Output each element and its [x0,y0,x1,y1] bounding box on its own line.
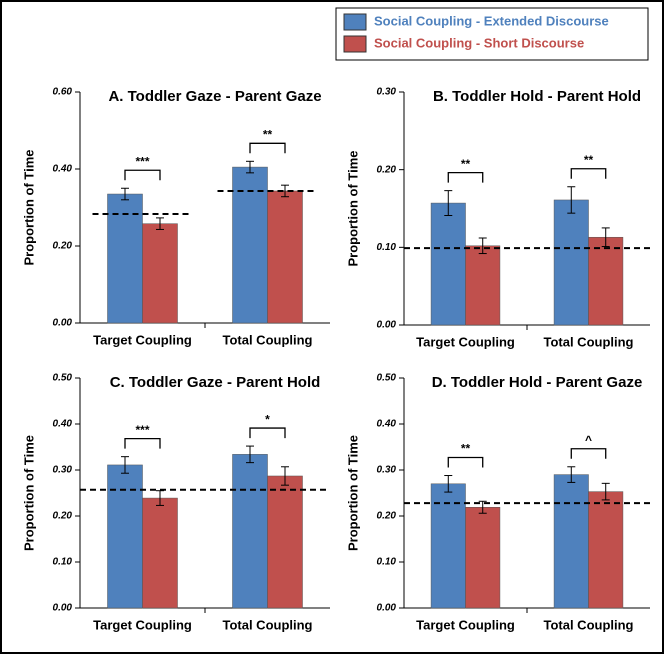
error-bar [246,160,254,174]
y-tick-label: 0.50 [377,373,397,384]
x-tick-label: Total Coupling [222,332,312,347]
chart-title: A. Toddler Gaze - Parent Gaze [108,88,321,105]
bar [232,166,268,324]
y-axis-label: Proportion of Time [21,435,36,551]
bar [142,223,178,324]
significance-label: ** [461,442,471,456]
significance-label: ^ [585,433,592,447]
y-axis-label: Proportion of Time [345,435,360,551]
significance-bracket [249,427,286,439]
y-tick-label: 0.10 [377,557,397,568]
significance-bracket [447,456,484,468]
y-tick-label: 0.00 [53,603,73,614]
y-axis-label: Proportion of Time [21,149,36,265]
significance-bracket [249,142,286,154]
bar [465,245,501,326]
significance-bracket [570,168,607,179]
y-tick-label: 0.20 [377,511,397,522]
significance-bracket [124,169,161,181]
significance-bracket [124,438,161,449]
significance-label: ** [461,157,471,171]
x-tick-label: Total Coupling [222,617,312,632]
bar [232,454,268,609]
error-bar [567,186,576,214]
legend-label: Social Coupling - Short Discourse [374,35,584,50]
error-bar [444,190,453,216]
error-bar [246,445,254,464]
chart-title: C. Toddler Gaze - Parent Hold [110,374,321,391]
y-tick-label: 0.00 [377,320,397,331]
y-tick-label: 0.10 [53,557,73,568]
x-tick-label: Target Coupling [93,617,192,632]
y-tick-label: 0.00 [377,603,397,614]
error-bar [601,227,610,248]
y-tick-label: 0.60 [53,87,73,98]
bar [107,464,143,609]
x-tick-label: Total Coupling [543,617,633,632]
y-tick-label: 0.40 [377,419,397,430]
error-bar [281,466,289,486]
x-tick-label: Total Coupling [543,334,633,349]
bar [465,507,501,609]
bar [553,474,589,609]
legend-swatch [343,13,367,31]
error-bar [121,187,129,201]
error-bar [478,237,487,255]
legend-label: Social Coupling - Extended Discourse [374,13,609,28]
significance-label: ** [263,127,273,141]
y-tick-label: 0.50 [53,373,73,384]
error-bar [478,500,487,514]
significance-label: *** [135,154,149,168]
y-tick-label: 0.10 [377,242,397,253]
bar [430,202,466,326]
legend-box [335,7,649,61]
error-bar [567,466,576,483]
y-axis-label: Proportion of Time [345,150,360,266]
error-bar [121,456,129,474]
y-tick-label: 0.30 [377,87,397,98]
significance-label: ** [584,153,594,167]
chart-title: D. Toddler Hold - Parent Gaze [432,374,643,391]
significance-bracket [570,448,607,459]
chart-title: B. Toddler Hold - Parent Hold [433,88,641,105]
significance-label: * [265,412,270,426]
bar [142,497,178,609]
y-tick-label: 0.30 [377,465,397,476]
y-tick-label: 0.20 [53,241,73,252]
y-tick-label: 0.20 [53,511,73,522]
bar [430,483,466,609]
significance-bracket [447,171,484,183]
bar [553,199,589,326]
error-bar [444,475,453,493]
bar [588,236,624,326]
y-tick-label: 0.00 [53,318,73,329]
y-tick-label: 0.30 [53,465,73,476]
legend-swatch [343,35,367,53]
significance-label: *** [135,423,149,437]
y-tick-label: 0.40 [53,164,73,175]
error-bar [156,217,164,230]
bar [267,190,303,324]
bar [588,491,624,609]
x-tick-label: Target Coupling [416,617,515,632]
bar [107,193,143,324]
x-tick-label: Target Coupling [93,332,192,347]
bar [267,475,303,609]
error-bar [281,184,289,198]
y-tick-label: 0.20 [377,164,397,175]
y-tick-label: 0.40 [53,419,73,430]
x-tick-label: Target Coupling [416,334,515,349]
error-bar [601,482,610,501]
